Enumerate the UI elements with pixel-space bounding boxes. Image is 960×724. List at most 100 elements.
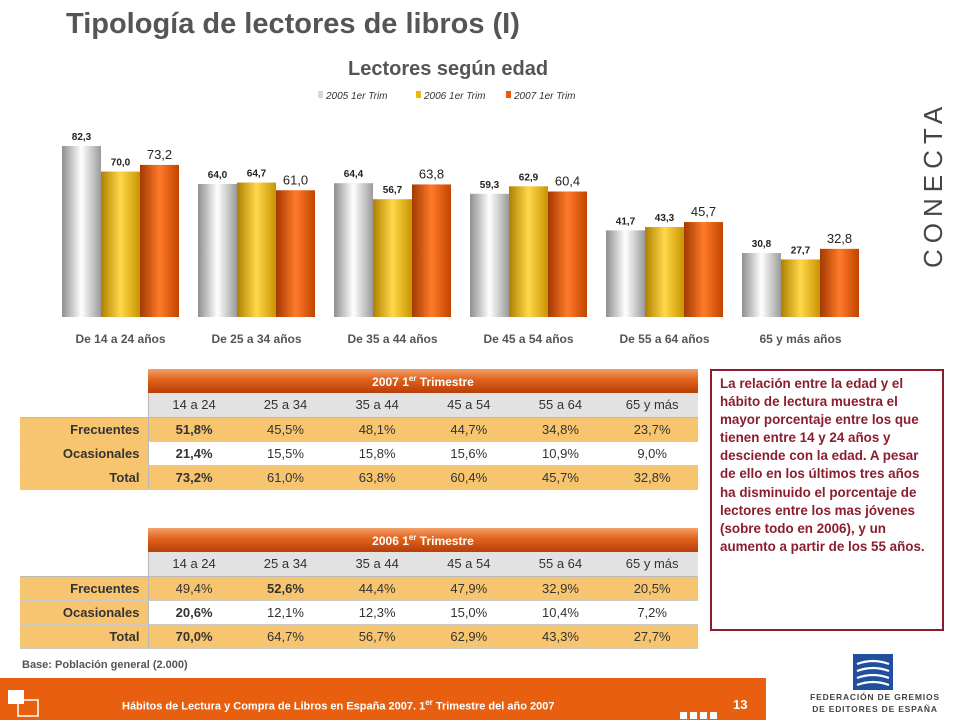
data-label: 59,3 (480, 180, 500, 191)
bar-2007-2 (412, 184, 451, 317)
footer-dots (680, 706, 720, 724)
column-header: 45 a 54 (422, 552, 515, 577)
column-header: 55 a 64 (514, 552, 607, 577)
category-label: De 55 a 64 años (619, 332, 709, 346)
table-cell: 64,7% (239, 624, 332, 649)
table-cell: 32,8% (606, 465, 698, 490)
table-cell: 20,6% (147, 600, 240, 625)
table-cell: 23,7% (606, 417, 698, 442)
table-cell: 70,0% (147, 624, 240, 649)
column-header: 35 a 44 (331, 552, 423, 577)
svg-text:CONECTA: CONECTA (918, 101, 948, 268)
bar-2007-3 (548, 191, 587, 317)
bar-2005-4 (606, 230, 645, 317)
table-cell: 62,9% (422, 624, 515, 649)
bar-2007-0 (140, 164, 179, 317)
bar-2006-4 (645, 227, 684, 317)
legend-swatch (416, 91, 421, 98)
table-cell: 48,1% (331, 417, 423, 442)
federacion-name-line1: FEDERACIÓN DE GREMIOS (810, 692, 940, 702)
footer-text: Hábitos de Lectura y Compra de Libros en… (122, 698, 555, 713)
table-cell: 15,6% (422, 441, 515, 466)
data-label: 82,3 (72, 132, 92, 143)
table-cell: 44,7% (422, 417, 515, 442)
table-cell: 34,8% (514, 417, 607, 442)
data-label: 60,4 (555, 174, 580, 189)
table-row: Total 70,0% 64,7% 56,7% 62,9% 43,3% 27,7% (20, 624, 698, 649)
table-cell: 43,3% (514, 624, 607, 649)
table-cell: 12,1% (239, 600, 332, 625)
table-cell: 61,0% (239, 465, 332, 490)
table-cell: 32,9% (514, 576, 607, 601)
base-sample-note: Base: Población general (2.000) (22, 659, 188, 671)
table-cell: 10,9% (514, 441, 607, 466)
data-label: 27,7 (791, 245, 811, 256)
bar-chart: 82,3 70,0 73,2 De 14 a 24 años 64,0 64,7 61,0 D… (62, 91, 859, 346)
column-header: 65 y más (606, 393, 698, 418)
federacion-name-line2: DE EDITORES DE ESPAÑA (812, 704, 938, 714)
table-cell: 51,8% (147, 417, 240, 442)
table-cell: 15,5% (239, 441, 332, 466)
category-label: De 25 a 34 años (211, 332, 301, 346)
table-row: Frecuentes 49,4% 52,6% 44,4% 47,9% 32,9% 20,5% (20, 576, 698, 601)
legend-swatch (506, 91, 511, 98)
category-label: 65 y más años (759, 332, 841, 346)
federacion-emblem-icon (853, 654, 893, 690)
data-label: 45,7 (691, 204, 716, 219)
page-title: Tipología de lectores de libros (I) (66, 8, 520, 40)
column-header: 14 a 24 (147, 393, 240, 418)
bar-2006-3 (509, 186, 548, 317)
bar-2006-1 (237, 182, 276, 317)
table-cell: 45,7% (514, 465, 607, 490)
data-label: 63,8 (419, 166, 444, 181)
table-2007: 2007 1er Trimestre 14 a 24 25 a 34 35 a 44… (20, 369, 698, 490)
category-label: De 14 a 24 años (75, 332, 165, 346)
legend-label: 2007 1er Trim (513, 91, 576, 102)
column-header: 25 a 34 (239, 393, 332, 418)
column-header: 45 a 54 (422, 393, 515, 418)
data-label: 64,7 (247, 169, 267, 180)
bar-2005-2 (334, 183, 373, 317)
data-label: 73,2 (147, 147, 172, 162)
data-label: 56,7 (383, 185, 403, 196)
table-cell: 12,3% (331, 600, 423, 625)
table-row: Frecuentes 51,8% 45,5% 48,1% 44,7% 34,8% 23,7% (20, 417, 698, 442)
bar-2005-5 (742, 253, 781, 317)
row-label: Frecuentes (20, 576, 148, 601)
table-cell: 63,8% (331, 465, 423, 490)
table-cell: 20,5% (606, 576, 698, 601)
bar-2007-1 (276, 190, 315, 317)
column-header: 65 y más (606, 552, 698, 577)
bar-2007-5 (820, 248, 859, 317)
bar-2005-3 (470, 193, 509, 317)
column-header: 14 a 24 (147, 552, 240, 577)
table-cell: 15,0% (422, 600, 515, 625)
federacion-logo: FEDERACIÓN DE GREMIOS DE EDITORES DE ESP… (800, 652, 950, 718)
category-label: De 45 a 54 años (483, 332, 573, 346)
bar-2005-0 (62, 145, 101, 317)
row-label: Ocasionales (20, 441, 148, 466)
data-label: 64,4 (344, 169, 364, 180)
column-header: 35 a 44 (331, 393, 423, 418)
table-cell: 56,7% (331, 624, 423, 649)
bar-2006-2 (373, 199, 412, 317)
corner-logo-icon (8, 690, 39, 717)
data-label: 70,0 (111, 158, 131, 169)
legend-label: 2005 1er Trim (325, 91, 388, 102)
table-cell: 21,4% (147, 441, 240, 466)
table-cell: 73,2% (147, 465, 240, 490)
column-header: 55 a 64 (514, 393, 607, 418)
table-2007-title: 2007 1er Trimestre (148, 369, 698, 393)
table-cell: 49,4% (147, 576, 240, 601)
commentary-note: La relación entre la edad y el hábito de… (710, 369, 944, 631)
bar-2006-0 (101, 171, 140, 317)
table-cell: 15,8% (331, 441, 423, 466)
data-label: 41,7 (616, 216, 636, 227)
data-label: 62,9 (519, 172, 539, 183)
row-label: Total (20, 624, 148, 649)
legend-swatch (318, 91, 323, 98)
column-header: 25 a 34 (239, 552, 332, 577)
table-cell: 52,6% (239, 576, 332, 601)
table-cell: 7,2% (606, 600, 698, 625)
chart-title: Lectores según edad (348, 58, 549, 80)
